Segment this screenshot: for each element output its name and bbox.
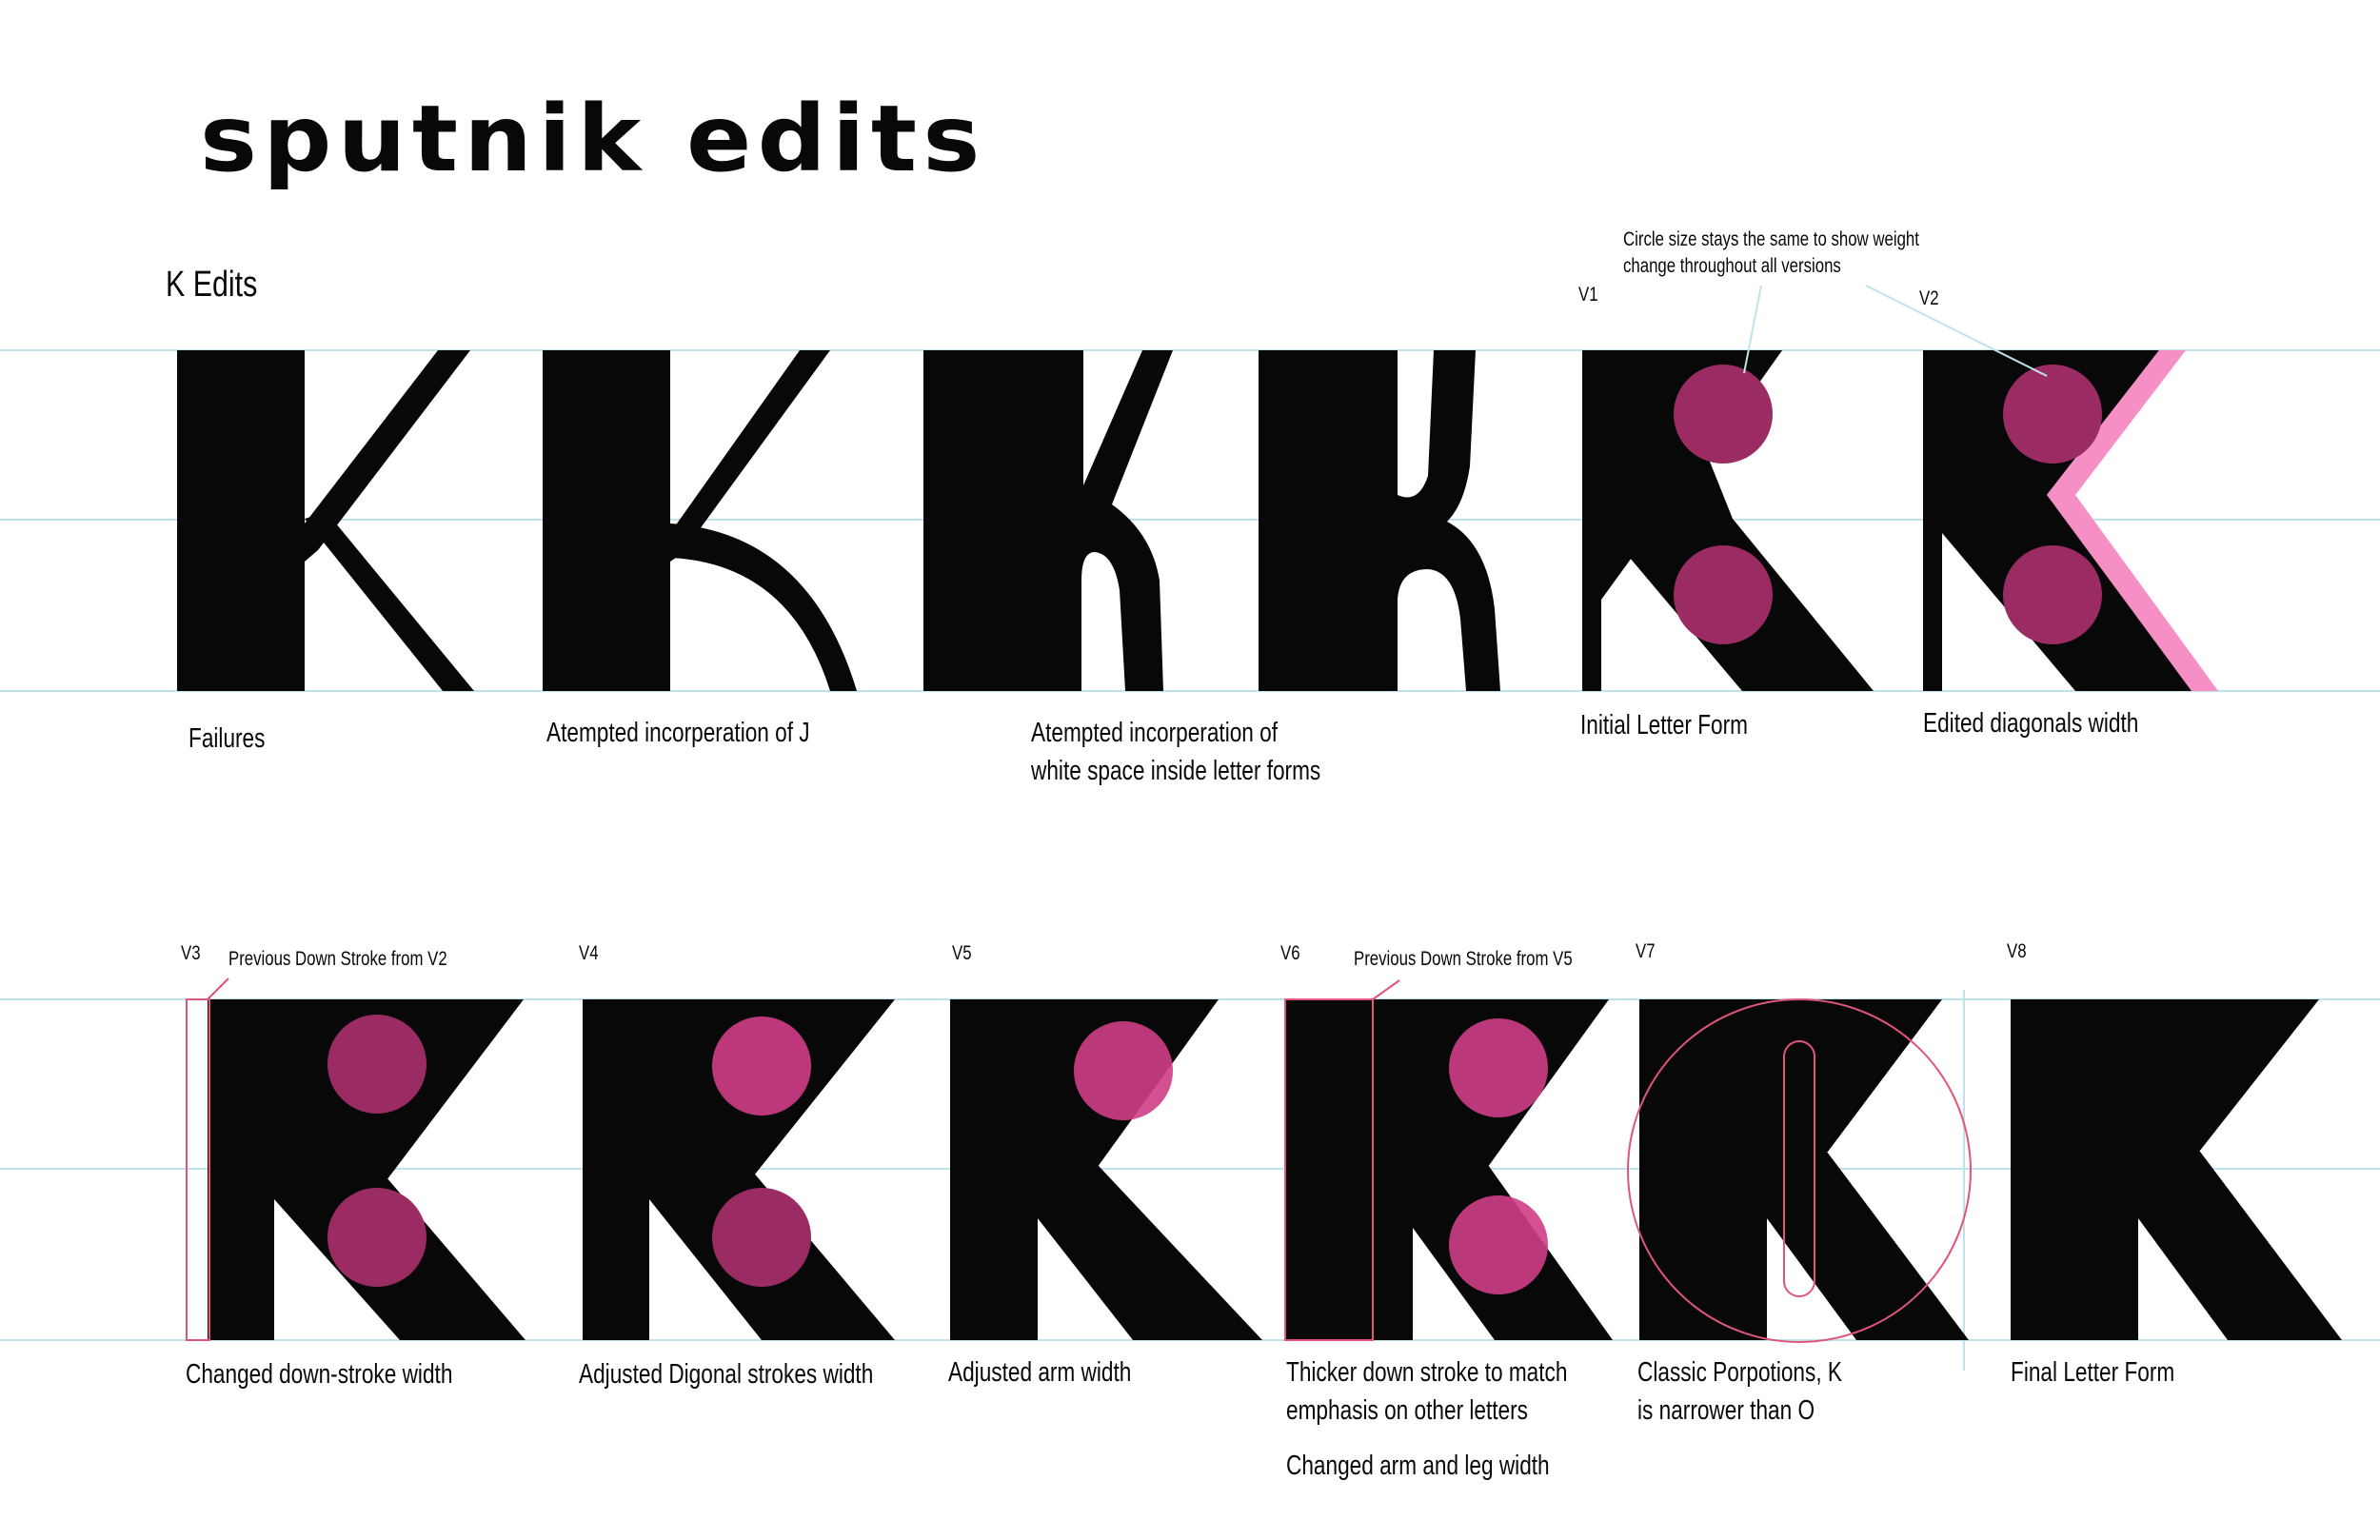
counter-outline xyxy=(1783,1040,1815,1297)
overlap-circle xyxy=(1449,1195,1548,1294)
weight-circle xyxy=(712,1017,811,1116)
caption-v3: Changed down-stroke width xyxy=(186,1359,453,1390)
previous-downstroke-outline xyxy=(186,998,210,1341)
weight-circle xyxy=(2003,545,2102,644)
version-label-v4: V4 xyxy=(579,942,599,964)
page-title: sputnik edits xyxy=(200,86,986,192)
note-v3: Previous Down Stroke from V2 xyxy=(228,948,447,970)
overlap-circle xyxy=(1074,1021,1173,1120)
caption-white-space-line-2: white space inside letter forms xyxy=(1031,756,1321,786)
caption-v6-extra: Changed arm and leg width xyxy=(1286,1451,1550,1481)
note-leader xyxy=(207,977,229,1000)
caption-failures: Failures xyxy=(188,723,266,754)
weight-circle xyxy=(327,1188,426,1287)
overlap-circle xyxy=(712,1017,811,1116)
k-j-curve xyxy=(543,350,857,691)
version-label-v5: V5 xyxy=(952,942,972,964)
note-leader xyxy=(1372,979,1400,1000)
caption-v2: Edited diagonals width xyxy=(1923,708,2139,739)
version-label-v8: V8 xyxy=(2007,940,2027,962)
caption-white-space-line-1: Atempted incorperation of xyxy=(1031,718,1279,748)
caption-v7-line-1: Classic Porpotions, K xyxy=(1637,1357,1842,1388)
k-v5 xyxy=(950,999,1262,1340)
caption-v6-line-2: emphasis on other letters xyxy=(1286,1395,1528,1426)
annotation-leader xyxy=(1865,285,2048,377)
weight-circle xyxy=(1674,545,1773,644)
weight-circle xyxy=(1074,1021,1173,1120)
caption-v7-line-2: is narrower than O xyxy=(1637,1395,1815,1426)
section-title: K Edits xyxy=(166,265,258,305)
version-label-v6: V6 xyxy=(1280,942,1300,964)
version-label-v1: V1 xyxy=(1578,284,1598,306)
caption-v4: Adjusted Digonal strokes width xyxy=(579,1359,874,1390)
overlap-circle xyxy=(1449,1018,1548,1117)
caption-v1: Initial Letter Form xyxy=(1580,710,1748,740)
k-v8 xyxy=(2011,999,2342,1340)
weight-circle xyxy=(327,1015,426,1114)
v2-highlight-stroke xyxy=(2047,350,2218,691)
weight-circle xyxy=(2003,365,2102,464)
k-v7 xyxy=(1639,999,1969,1340)
weight-annotation-line-1: Circle size stays the same to show weigh… xyxy=(1623,228,1919,250)
version-label-v2: V2 xyxy=(1919,287,1939,309)
weight-circle xyxy=(712,1188,811,1287)
previous-downstroke-outline xyxy=(1284,998,1374,1341)
note-v6: Previous Down Stroke from V5 xyxy=(1354,948,1573,970)
k-failure-1 xyxy=(177,350,474,691)
version-label-v7: V7 xyxy=(1636,940,1656,962)
proportion-circle xyxy=(1627,998,1972,1343)
weight-circle xyxy=(1449,1018,1548,1117)
annotation-leader xyxy=(1743,285,1762,374)
version-label-v3: V3 xyxy=(181,942,201,964)
caption-j-incorporation: Atempted incorperation of J xyxy=(546,718,810,748)
caption-v6-line-1: Thicker down stroke to match xyxy=(1286,1357,1568,1388)
k-white-space-2 xyxy=(1259,350,1500,691)
weight-annotation-line-2: change throughout all versions xyxy=(1623,255,1841,277)
caption-v5: Adjusted arm width xyxy=(948,1357,1132,1388)
weight-circle xyxy=(1449,1195,1548,1294)
weight-circle xyxy=(1674,365,1773,464)
k-white-space xyxy=(923,350,1173,691)
caption-v8: Final Letter Form xyxy=(2011,1357,2175,1388)
